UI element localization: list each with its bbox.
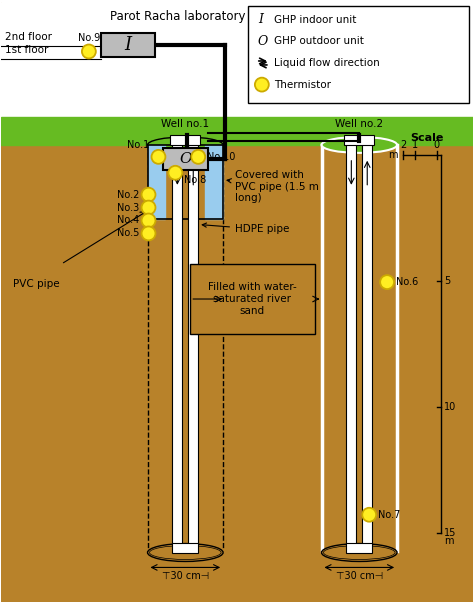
Bar bbox=[164, 148, 208, 170]
Text: 10: 10 bbox=[444, 402, 456, 412]
Text: ⊤30 cm⊣: ⊤30 cm⊣ bbox=[336, 570, 383, 580]
Text: No.4: No.4 bbox=[118, 216, 139, 225]
Bar bbox=[205, 145, 223, 219]
Bar bbox=[188, 143, 198, 545]
Text: m: m bbox=[444, 536, 453, 545]
Bar bbox=[362, 143, 372, 545]
Text: Well no.2: Well no.2 bbox=[335, 119, 383, 129]
Text: I: I bbox=[125, 36, 132, 54]
Text: No.3: No.3 bbox=[118, 202, 139, 213]
Text: 2nd floor: 2nd floor bbox=[5, 31, 52, 42]
Text: HDPE pipe: HDPE pipe bbox=[202, 223, 290, 234]
Bar bbox=[346, 143, 356, 545]
Text: No.10: No.10 bbox=[207, 152, 236, 162]
Circle shape bbox=[255, 78, 269, 92]
Text: No.1: No.1 bbox=[127, 140, 149, 150]
Bar bbox=[1, 117, 473, 145]
Text: No.2: No.2 bbox=[117, 190, 139, 200]
Text: O: O bbox=[258, 35, 268, 48]
Text: 1: 1 bbox=[412, 140, 418, 150]
Bar bbox=[173, 143, 182, 545]
Ellipse shape bbox=[321, 544, 397, 562]
Text: Filled with water-
saturated river
sand: Filled with water- saturated river sand bbox=[208, 283, 297, 316]
Circle shape bbox=[142, 226, 155, 240]
Circle shape bbox=[168, 166, 182, 180]
Text: No.9: No.9 bbox=[78, 33, 100, 42]
Text: Thermistor: Thermistor bbox=[274, 80, 331, 89]
Bar bbox=[101, 33, 155, 57]
Circle shape bbox=[380, 275, 394, 289]
Bar bbox=[346, 542, 372, 553]
Circle shape bbox=[142, 201, 155, 214]
Text: 2: 2 bbox=[400, 140, 406, 150]
Bar bbox=[147, 145, 223, 219]
Text: Scale: Scale bbox=[410, 133, 444, 143]
Bar bbox=[147, 145, 165, 219]
Text: O: O bbox=[180, 152, 192, 166]
Ellipse shape bbox=[147, 137, 223, 153]
Circle shape bbox=[142, 188, 155, 202]
Text: Covered with
PVC pipe (1.5 m
long): Covered with PVC pipe (1.5 m long) bbox=[227, 170, 319, 204]
Circle shape bbox=[82, 45, 96, 59]
Text: No.7: No.7 bbox=[378, 510, 401, 520]
Ellipse shape bbox=[147, 544, 223, 562]
Circle shape bbox=[152, 150, 165, 164]
Text: ⊤30 cm⊣: ⊤30 cm⊣ bbox=[162, 570, 209, 580]
Text: Liquid flow direction: Liquid flow direction bbox=[274, 58, 380, 68]
Circle shape bbox=[142, 214, 155, 228]
Text: PVC pipe: PVC pipe bbox=[13, 279, 60, 289]
Text: Parot Racha laboratory: Parot Racha laboratory bbox=[109, 10, 245, 23]
Bar bbox=[173, 542, 198, 553]
Circle shape bbox=[191, 150, 205, 164]
Text: m: m bbox=[389, 150, 398, 160]
Text: 1st floor: 1st floor bbox=[5, 45, 49, 56]
Bar bbox=[1, 2, 473, 117]
Circle shape bbox=[362, 508, 376, 522]
Bar bbox=[170, 135, 200, 145]
Text: No.5: No.5 bbox=[117, 228, 139, 239]
Bar bbox=[248, 6, 469, 103]
Text: Well no.1: Well no.1 bbox=[161, 119, 210, 129]
Ellipse shape bbox=[321, 137, 397, 153]
Text: 5: 5 bbox=[444, 276, 450, 286]
Text: GHP indoor unit: GHP indoor unit bbox=[274, 14, 356, 25]
Text: No.6: No.6 bbox=[396, 277, 419, 287]
Text: GHP outdoor unit: GHP outdoor unit bbox=[274, 36, 364, 47]
Text: 0: 0 bbox=[434, 140, 440, 150]
Text: 15: 15 bbox=[444, 528, 456, 538]
Bar bbox=[190, 264, 315, 334]
Text: No.8: No.8 bbox=[184, 175, 207, 185]
Text: I: I bbox=[258, 13, 263, 26]
Bar bbox=[345, 135, 374, 145]
